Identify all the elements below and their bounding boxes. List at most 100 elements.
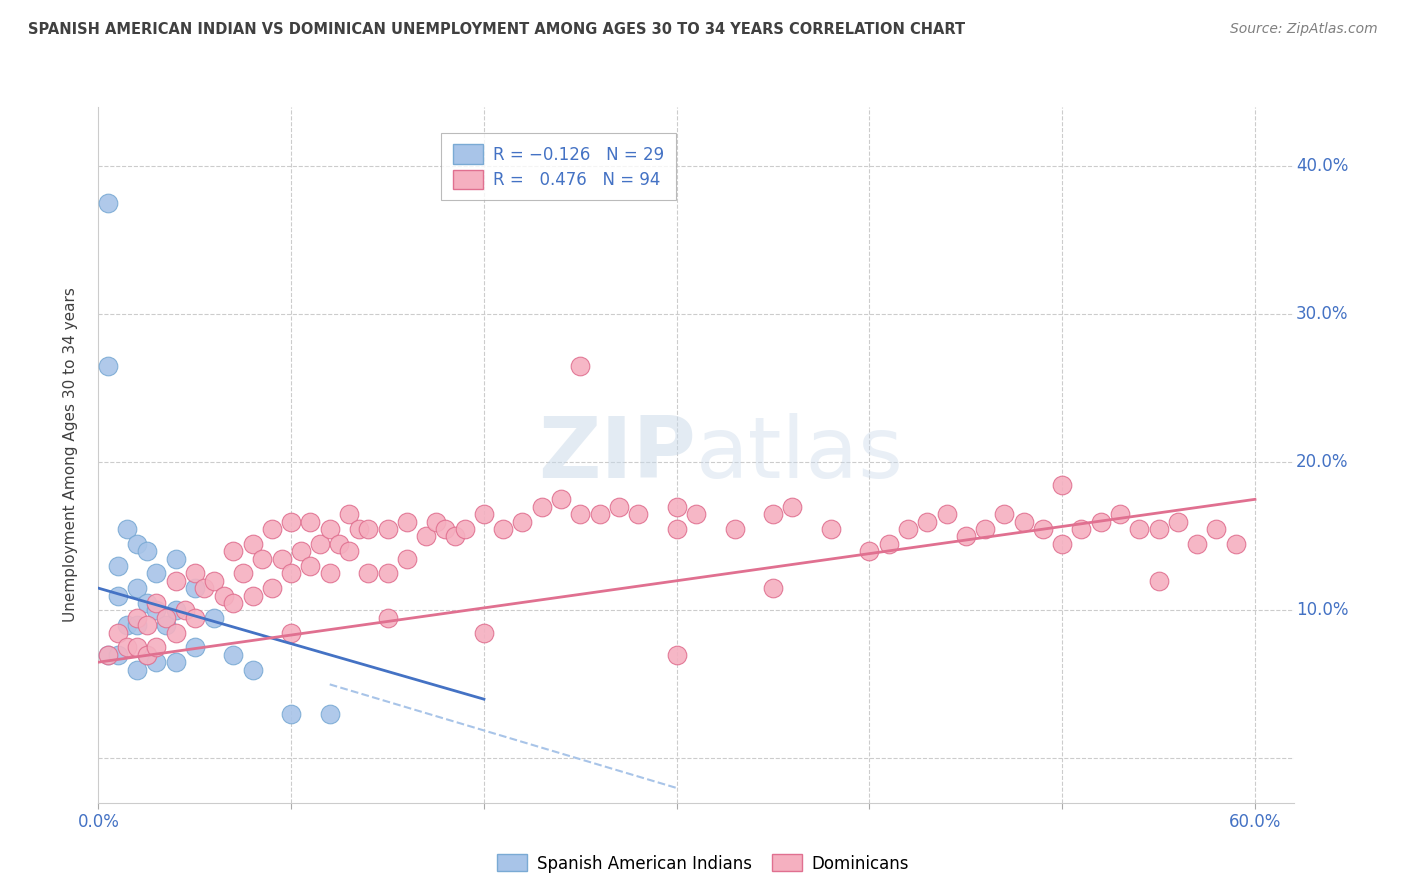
Point [665, 522, 688, 536]
Point [550, 492, 572, 507]
Point [444, 529, 467, 543]
Point [242, 589, 264, 603]
Point [1050, 477, 1073, 491]
Point [193, 581, 215, 595]
Point [955, 529, 977, 543]
Point [135, 648, 157, 662]
Point [993, 507, 1015, 521]
Point [665, 648, 688, 662]
Point [242, 663, 264, 677]
Point [472, 507, 495, 521]
Point [877, 537, 900, 551]
Point [222, 648, 245, 662]
Point [97, 648, 120, 662]
Point [107, 589, 129, 603]
Point [569, 359, 592, 373]
Point [299, 515, 322, 529]
Text: SPANISH AMERICAN INDIAN VS DOMINICAN UNEMPLOYMENT AMONG AGES 30 TO 34 YEARS CORR: SPANISH AMERICAN INDIAN VS DOMINICAN UNE… [28, 22, 966, 37]
Point [107, 625, 129, 640]
Point [184, 611, 207, 625]
Point [1109, 507, 1132, 521]
Point [782, 500, 804, 514]
Point [395, 515, 418, 529]
Point [125, 618, 148, 632]
Point [357, 522, 380, 536]
Point [309, 537, 332, 551]
Point [1225, 537, 1247, 551]
Point [145, 655, 167, 669]
Point [260, 522, 283, 536]
Point [685, 507, 707, 521]
Point [530, 500, 553, 514]
Point [415, 529, 437, 543]
Text: atlas: atlas [696, 413, 904, 497]
Point [723, 522, 745, 536]
Point [1090, 515, 1112, 529]
Point [184, 640, 207, 655]
Point [588, 507, 610, 521]
Point [97, 648, 120, 662]
Point [1185, 537, 1208, 551]
Point [1032, 522, 1054, 536]
Point [202, 574, 225, 588]
Point [377, 566, 399, 581]
Point [319, 566, 342, 581]
Point [607, 500, 630, 514]
Point [434, 522, 457, 536]
Point [135, 544, 157, 558]
Point [145, 566, 167, 581]
Point [135, 648, 157, 662]
Point [974, 522, 997, 536]
Text: ZIP: ZIP [538, 413, 696, 497]
Point [917, 515, 939, 529]
Point [145, 640, 167, 655]
Point [337, 507, 360, 521]
Point [107, 558, 129, 573]
Point [107, 648, 129, 662]
Point [165, 551, 187, 566]
Point [1070, 522, 1092, 536]
Point [319, 706, 342, 721]
Point [1167, 515, 1189, 529]
Point [125, 611, 148, 625]
Point [165, 603, 187, 617]
Point [135, 596, 157, 610]
Point [299, 558, 322, 573]
Text: 40.0%: 40.0% [1296, 157, 1348, 175]
Point [125, 640, 148, 655]
Point [665, 500, 688, 514]
Point [377, 522, 399, 536]
Point [270, 551, 292, 566]
Text: Source: ZipAtlas.com: Source: ZipAtlas.com [1230, 22, 1378, 37]
Point [232, 566, 254, 581]
Point [222, 544, 245, 558]
Point [184, 581, 207, 595]
Point [212, 589, 235, 603]
Point [337, 544, 360, 558]
Point [97, 359, 120, 373]
Point [1147, 522, 1170, 536]
Point [117, 640, 139, 655]
Point [117, 522, 139, 536]
Point [155, 618, 177, 632]
Point [280, 515, 302, 529]
Point [328, 537, 350, 551]
Point [820, 522, 842, 536]
Point [280, 706, 302, 721]
Point [1205, 522, 1227, 536]
Point [165, 574, 187, 588]
Legend: Spanish American Indians, Dominicans: Spanish American Indians, Dominicans [491, 847, 915, 880]
Point [569, 507, 592, 521]
Point [125, 663, 148, 677]
Point [280, 566, 302, 581]
Point [252, 551, 274, 566]
Point [1147, 574, 1170, 588]
Point [762, 581, 785, 595]
Y-axis label: Unemployment Among Ages 30 to 34 years: Unemployment Among Ages 30 to 34 years [63, 287, 77, 623]
Text: 20.0%: 20.0% [1296, 453, 1348, 471]
Point [155, 611, 177, 625]
Point [125, 537, 148, 551]
Point [117, 618, 139, 632]
Point [357, 566, 380, 581]
Point [425, 515, 447, 529]
